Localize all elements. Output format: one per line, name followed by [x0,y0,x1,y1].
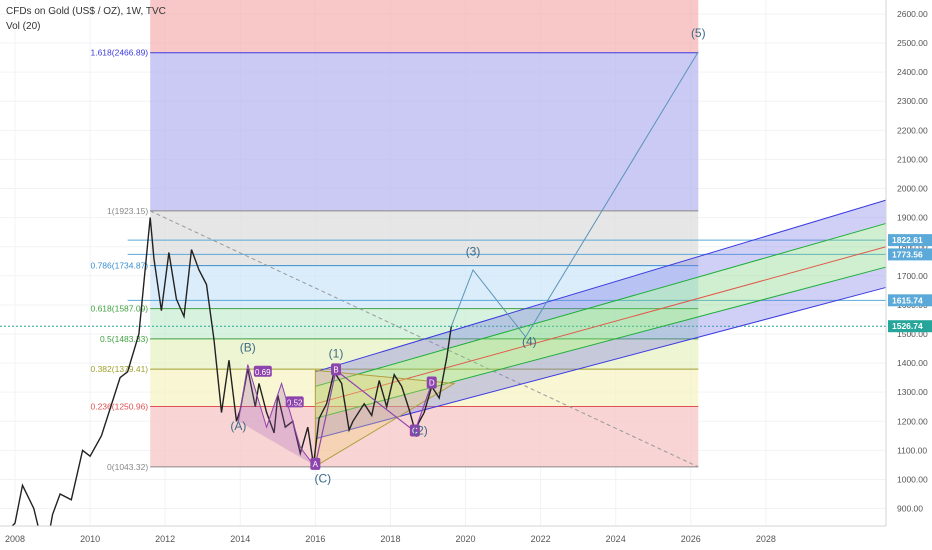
y-tick-label: 2200.00 [897,125,928,135]
wave-label: (2) [413,423,428,437]
x-tick-label: 2018 [380,534,400,544]
x-tick-label: 2014 [230,534,250,544]
y-tick-label: 1400.00 [897,358,928,368]
fib-zone [150,338,699,370]
price-tag-box [888,294,932,307]
price-tag-box [888,234,932,247]
y-tick-label: 2100.00 [897,154,928,164]
x-tick-label: 2024 [606,534,626,544]
wave-label: (3) [466,244,481,258]
price-tag-box [888,248,932,261]
x-tick-label: 2026 [681,534,701,544]
fib-level-label: 0(1043.32) [107,462,148,472]
fib-level-label: 0.382(1379.41) [90,364,148,374]
price-tag-label: 1615.74 [892,295,923,305]
pattern-point-C: C [409,424,420,437]
pattern-point-box [331,363,342,376]
y-tick-label: 1200.00 [897,416,928,426]
pattern-point-label: A [313,460,319,469]
fib-level-label: 0.236(1250.96) [90,401,148,411]
fib-zone [150,52,699,211]
abcd-pattern-line [314,369,433,466]
pitchfork-band [315,223,886,404]
y-tick-label: 1300.00 [897,387,928,397]
x-tick-label: 2012 [155,534,175,544]
wave-label: (4) [522,335,537,349]
pitchfork-line [315,222,887,387]
pattern-point-label: D [429,378,435,387]
fib-zone [150,210,699,266]
ratio-label-box [285,396,304,408]
pitchfork-handle [314,369,456,468]
fib-level-label: 1(1923.15) [107,206,148,216]
pattern-point-D: D [426,376,437,389]
projected-wave-path [450,51,699,338]
fib-level-label: 0.618(1587.09) [90,304,148,314]
fib-level-label: 0.786(1734.87) [90,261,148,271]
y-tick-label: 1000.00 [897,474,928,484]
pitchfork-band [315,267,886,439]
fib-level-label: 0.5(1483.33) [100,334,148,344]
y-tick-label: 1700.00 [897,271,928,281]
harmonic-pattern [237,364,314,466]
pattern-point-A: A [310,457,321,470]
y-tick-label: 900.00 [897,504,923,514]
pitchfork-line [315,199,887,373]
y-tick-label: 1500.00 [897,329,928,339]
price-series-line [3,217,452,550]
wave-label: (C) [315,471,332,485]
y-tick-label: 1800.00 [897,242,928,252]
price-axis-area [886,0,932,550]
y-tick-label: 1100.00 [897,445,927,455]
ratio-label-box [253,365,272,377]
wave-label: (B) [240,340,256,354]
x-tick-label: 2022 [531,534,551,544]
ratio-label: 0.52 [287,398,303,407]
y-tick-label: 2300.00 [897,96,928,106]
x-tick-label: 2028 [756,534,776,544]
price-tag-label: 1526.74 [892,321,923,331]
x-tick-label: 2020 [456,534,476,544]
price-tag-label: 1822.61 [892,235,923,245]
fib-zone [150,406,699,467]
x-tick-label: 2008 [5,534,25,544]
pitchfork-line [315,246,887,405]
pattern-point-box [409,424,420,437]
y-tick-label: 1900.00 [897,213,928,223]
time-axis-area [0,526,932,550]
wave-label: (5) [691,26,706,40]
y-tick-label: 2600.00 [897,9,928,19]
pattern-point-label: C [412,426,418,435]
fib-level-label: 1.618(2466.89) [90,48,148,58]
pattern-point-label: B [333,365,338,374]
wave-label: (A) [230,419,246,433]
price-tag-box [888,320,932,333]
volume-indicator-label: Vol (20) [6,21,41,32]
ratio-label: 0.69 [255,368,271,377]
y-tick-label: 2000.00 [897,184,928,194]
pitchfork-band [315,200,886,387]
x-tick-label: 2010 [80,534,100,544]
pattern-point-box [426,376,437,389]
fib-zone [150,265,699,309]
pitchfork-band [315,246,886,419]
pattern-point-B: B [331,363,342,376]
symbol-title: CFDs on Gold (US$ / OZ), 1W, TVC [6,6,166,17]
pitchfork-line [315,266,887,419]
x-tick-label: 2016 [305,534,325,544]
y-tick-label: 2400.00 [897,67,928,77]
y-tick-label: 2500.00 [897,38,928,48]
fib-zone [150,0,699,53]
wave-label: (1) [329,346,344,360]
pattern-point-box [310,457,321,470]
price-tag-label: 1773.56 [892,249,923,259]
